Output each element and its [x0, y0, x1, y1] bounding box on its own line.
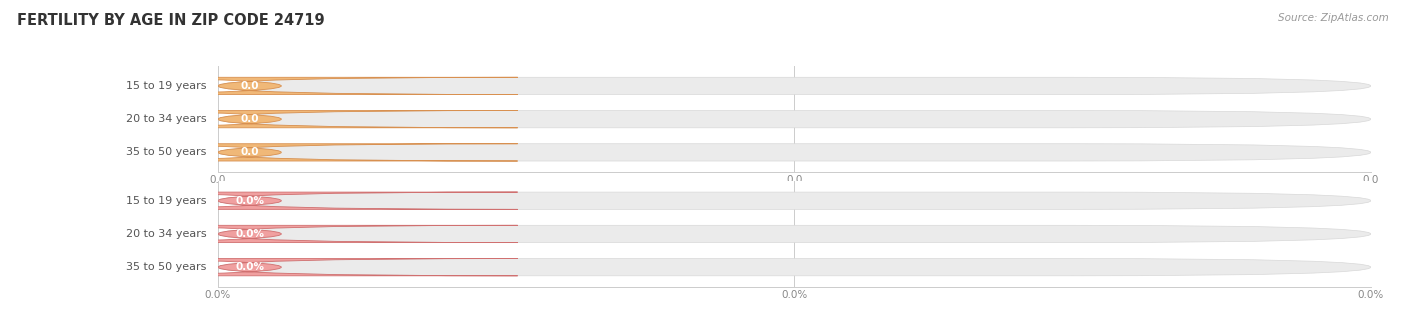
FancyBboxPatch shape — [218, 225, 1371, 243]
Text: 20 to 34 years: 20 to 34 years — [125, 229, 207, 239]
Text: 15 to 19 years: 15 to 19 years — [127, 81, 207, 91]
FancyBboxPatch shape — [0, 77, 517, 95]
Text: Source: ZipAtlas.com: Source: ZipAtlas.com — [1278, 13, 1389, 23]
Text: 35 to 50 years: 35 to 50 years — [127, 262, 207, 272]
Text: 0.0: 0.0 — [240, 114, 259, 124]
Text: 0.0: 0.0 — [240, 81, 259, 91]
Text: 15 to 19 years: 15 to 19 years — [127, 196, 207, 206]
FancyBboxPatch shape — [0, 225, 517, 243]
FancyBboxPatch shape — [218, 111, 1371, 128]
FancyBboxPatch shape — [218, 192, 1371, 209]
Text: 35 to 50 years: 35 to 50 years — [127, 148, 207, 157]
FancyBboxPatch shape — [218, 258, 1371, 276]
Text: 0.0%: 0.0% — [235, 262, 264, 272]
FancyBboxPatch shape — [0, 258, 517, 276]
Text: 0.0%: 0.0% — [235, 196, 264, 206]
FancyBboxPatch shape — [0, 192, 517, 209]
Text: FERTILITY BY AGE IN ZIP CODE 24719: FERTILITY BY AGE IN ZIP CODE 24719 — [17, 13, 325, 28]
Text: 0.0%: 0.0% — [235, 229, 264, 239]
FancyBboxPatch shape — [0, 144, 517, 161]
Text: 0.0: 0.0 — [240, 148, 259, 157]
Text: 20 to 34 years: 20 to 34 years — [125, 114, 207, 124]
FancyBboxPatch shape — [218, 77, 1371, 95]
FancyBboxPatch shape — [0, 111, 517, 128]
FancyBboxPatch shape — [218, 144, 1371, 161]
